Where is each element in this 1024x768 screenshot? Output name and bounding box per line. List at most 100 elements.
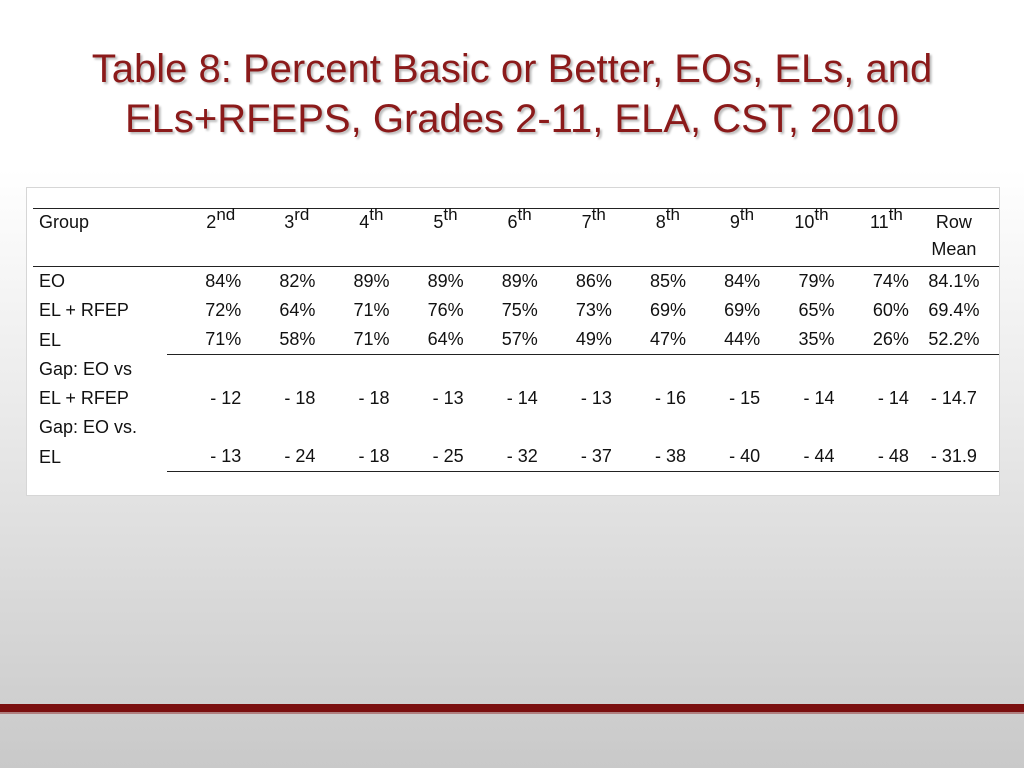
gap-cell: - 14	[506, 388, 538, 408]
empty-cell	[760, 355, 834, 385]
row-group-label: EL	[39, 329, 62, 350]
row-mean-line-2: Mean	[931, 239, 977, 259]
grade-number: 6	[507, 212, 518, 232]
table-cell: 76%	[427, 300, 464, 320]
empty-cell	[241, 413, 315, 442]
header-row-mean: Row Mean	[909, 209, 999, 267]
table-cell: 85%	[649, 271, 686, 291]
table-cell: 69%	[724, 300, 761, 320]
row-mean-cell: 69.4%	[928, 300, 980, 320]
grade-number: 8	[655, 212, 666, 232]
table-cell: 64%	[279, 300, 316, 320]
table-cell: 84%	[205, 271, 242, 291]
header-grade-9: 9th	[686, 206, 760, 267]
header-grade-3: 3rd	[241, 206, 315, 267]
table-cell: 47%	[611, 325, 686, 355]
table-cell: 65%	[798, 300, 835, 320]
gap-cell: - 48	[834, 442, 909, 472]
gap-cell: - 14	[803, 388, 835, 408]
empty-cell	[315, 413, 389, 442]
gap-cell: - 12	[210, 388, 242, 408]
empty-cell	[241, 355, 315, 385]
empty-cell	[538, 413, 612, 442]
table-cell: 64%	[389, 325, 464, 355]
row-mean-cell: 52.2%	[908, 325, 999, 355]
slide-title-line-2: ELs+RFEPS, Grades 2-11, ELA, CST, 2010	[124, 97, 900, 141]
gap-row: EL - 13- 24- 18- 25- 32- 37- 38- 40- 44- …	[33, 442, 999, 472]
table-cell: 71%	[353, 300, 390, 320]
gap-group-label-line-2: EL + RFEP	[39, 388, 129, 408]
empty-cell	[612, 355, 686, 385]
table-cell: 71%	[167, 325, 242, 355]
table-cell: 73%	[575, 300, 612, 320]
gap-cell: - 40	[685, 442, 761, 472]
grade-suffix: rd	[294, 205, 310, 224]
grade-number: 10	[794, 212, 815, 232]
grade-number: 2	[206, 212, 217, 232]
gap-cell: - 18	[284, 388, 316, 408]
table-row: EL + RFEP 72% 64% 71% 76% 75% 73% 69% 69% 65% 60% 6…	[33, 296, 999, 325]
grade-number: 5	[433, 212, 444, 232]
empty-cell	[686, 413, 760, 442]
table-cell: 71%	[315, 325, 390, 355]
gap-cell: - 13	[167, 442, 242, 472]
gap-group-label-line-1: Gap: EO vs	[39, 359, 133, 379]
header-grade-5: 5th	[389, 206, 463, 267]
gap-row-label-line: Gap: EO vs	[33, 355, 999, 385]
header-group: Group	[39, 212, 90, 232]
table-cell: 89%	[353, 271, 390, 291]
grade-suffix: th	[443, 205, 458, 224]
gap-cell: - 24	[241, 442, 316, 472]
table-cell: 44%	[685, 325, 761, 355]
row-mean-line-1: Row	[935, 212, 972, 232]
gap-cell: - 14	[877, 388, 909, 408]
gap-group-label-line-1: Gap: EO vs.	[39, 417, 138, 437]
table-cell: 79%	[798, 271, 835, 291]
gap-row: EL + RFEP - 12 - 18 - 18 - 13 - 14 - 13 - 16 - 1…	[33, 384, 999, 413]
empty-cell	[389, 355, 463, 385]
gap-cell: - 37	[537, 442, 612, 472]
grade-suffix: th	[739, 205, 755, 224]
row-group-label: EO	[39, 271, 66, 291]
table-row: EO 84% 82% 89% 89% 89% 86% 85% 84% 79% 74% 84.1%	[33, 267, 999, 297]
grade-number: 11	[869, 212, 889, 232]
gap-group-label-line-2: EL	[39, 446, 62, 467]
gap-cell: - 32	[463, 442, 538, 472]
empty-cell	[315, 355, 389, 385]
header-grade-4: 4th	[315, 206, 389, 267]
empty-cell	[909, 355, 999, 385]
table-row: EL 71% 58% 71% 64% 57% 49% 47% 44% 35% 26% 52.2%	[33, 325, 999, 355]
grade-suffix: th	[888, 205, 903, 224]
gap-cell: - 15	[729, 388, 761, 408]
table-cell: 69%	[649, 300, 686, 320]
table-cell: 74%	[872, 271, 909, 291]
table-cell: 82%	[279, 271, 316, 291]
empty-cell	[835, 355, 909, 385]
gap-cell: - 18	[315, 442, 390, 472]
gap-cell: - 18	[358, 388, 390, 408]
header-grade-10: 10th	[760, 206, 834, 267]
table-cell: 72%	[205, 300, 242, 320]
footer-band	[0, 704, 1024, 712]
grade-suffix: th	[591, 205, 606, 224]
table-panel: Group 2nd 3rd 4th 5th 6th 7th 8th 9th 10th 11th Row…	[26, 187, 1000, 496]
table-cell: 35%	[760, 325, 835, 355]
gap-mean-cell: - 31.9	[908, 442, 999, 472]
grade-suffix: th	[814, 205, 829, 224]
empty-cell	[464, 355, 538, 385]
row-group-label: EL + RFEP	[39, 300, 129, 320]
empty-cell	[464, 413, 538, 442]
gap-cell: - 13	[432, 388, 464, 408]
empty-cell	[686, 355, 760, 385]
grade-number: 7	[581, 212, 592, 232]
grade-number: 9	[729, 212, 740, 232]
empty-cell	[909, 413, 999, 442]
grade-number: 4	[359, 212, 370, 232]
footer-band-shadow	[0, 712, 1024, 714]
empty-cell	[389, 413, 463, 442]
grade-number: 3	[284, 212, 295, 232]
table-cell: 89%	[501, 271, 538, 291]
empty-cell	[167, 355, 241, 385]
table-cell: 89%	[427, 271, 464, 291]
empty-cell	[538, 355, 612, 385]
